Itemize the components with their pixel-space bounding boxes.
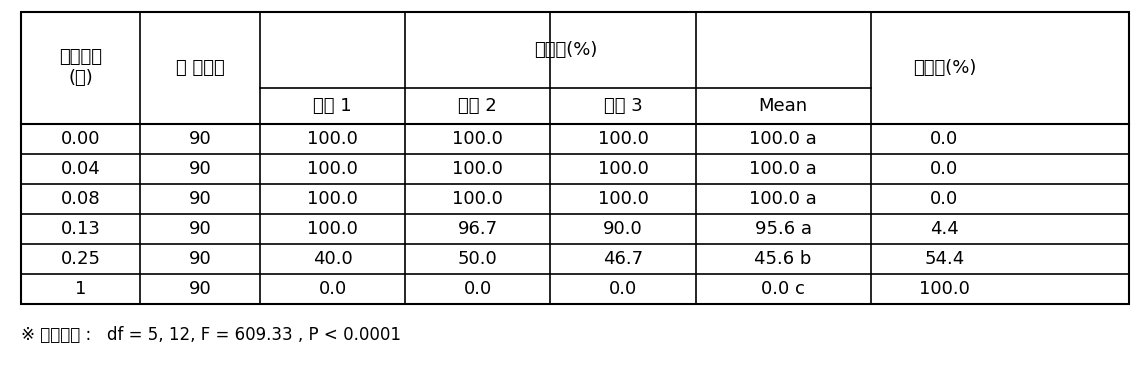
- Text: 90.0: 90.0: [603, 220, 642, 238]
- Text: 0.0: 0.0: [609, 280, 637, 298]
- Text: 90: 90: [189, 160, 212, 178]
- Text: 50.0: 50.0: [458, 250, 498, 268]
- Text: 0.08: 0.08: [61, 190, 101, 208]
- Text: 100.0: 100.0: [307, 160, 358, 178]
- Text: 100.0: 100.0: [307, 190, 358, 208]
- Text: 40.0: 40.0: [313, 250, 353, 268]
- Text: 90: 90: [189, 220, 212, 238]
- Text: 100.0 a: 100.0 a: [749, 130, 818, 148]
- Text: 반복 2: 반복 2: [458, 97, 497, 115]
- Text: 0.0 c: 0.0 c: [761, 280, 805, 298]
- Text: 0.0: 0.0: [464, 280, 492, 298]
- Text: 100.0: 100.0: [598, 190, 648, 208]
- Text: 처리시간
(일): 처리시간 (일): [58, 48, 102, 87]
- Text: 0.25: 0.25: [61, 250, 101, 268]
- Text: 95.6 a: 95.6 a: [755, 220, 812, 238]
- Text: 100.0: 100.0: [598, 160, 648, 178]
- Text: 100.0 a: 100.0 a: [749, 160, 818, 178]
- Text: 0.0: 0.0: [930, 130, 958, 148]
- Text: 100.0: 100.0: [307, 130, 358, 148]
- Text: 반복 3: 반복 3: [603, 97, 642, 115]
- Text: 1: 1: [74, 280, 86, 298]
- Text: 90: 90: [189, 130, 212, 148]
- Text: 생존율(%): 생존율(%): [534, 41, 597, 59]
- Text: Mean: Mean: [759, 97, 807, 115]
- Text: 0.0: 0.0: [318, 280, 347, 298]
- Text: 100.0: 100.0: [307, 220, 358, 238]
- Text: 100.0: 100.0: [452, 190, 504, 208]
- Text: 96.7: 96.7: [458, 220, 498, 238]
- Text: 0.0: 0.0: [930, 160, 958, 178]
- Text: 4.4: 4.4: [930, 220, 958, 238]
- Text: 90: 90: [189, 190, 212, 208]
- Text: 46.7: 46.7: [603, 250, 643, 268]
- Text: 0.13: 0.13: [61, 220, 101, 238]
- Text: 0.00: 0.00: [61, 130, 101, 148]
- Text: 100.0: 100.0: [452, 160, 504, 178]
- Text: 100.0: 100.0: [598, 130, 648, 148]
- Text: ※ 통계분석 :   df = 5, 12, F = 609.33 , P < 0.0001: ※ 통계분석 : df = 5, 12, F = 609.33 , P < 0.…: [21, 326, 401, 344]
- Text: 90: 90: [189, 280, 212, 298]
- Text: 100.0: 100.0: [452, 130, 504, 148]
- Text: 사망률(%): 사망률(%): [913, 58, 977, 77]
- Text: 54.4: 54.4: [924, 250, 964, 268]
- Text: 0.04: 0.04: [61, 160, 101, 178]
- Text: 100.0 a: 100.0 a: [749, 190, 818, 208]
- Text: 총 조사수: 총 조사수: [176, 58, 224, 77]
- Text: 0.0: 0.0: [930, 190, 958, 208]
- Text: 반복 1: 반복 1: [314, 97, 352, 115]
- Text: 45.6 b: 45.6 b: [755, 250, 812, 268]
- Text: 90: 90: [189, 250, 212, 268]
- Text: 100.0: 100.0: [919, 280, 970, 298]
